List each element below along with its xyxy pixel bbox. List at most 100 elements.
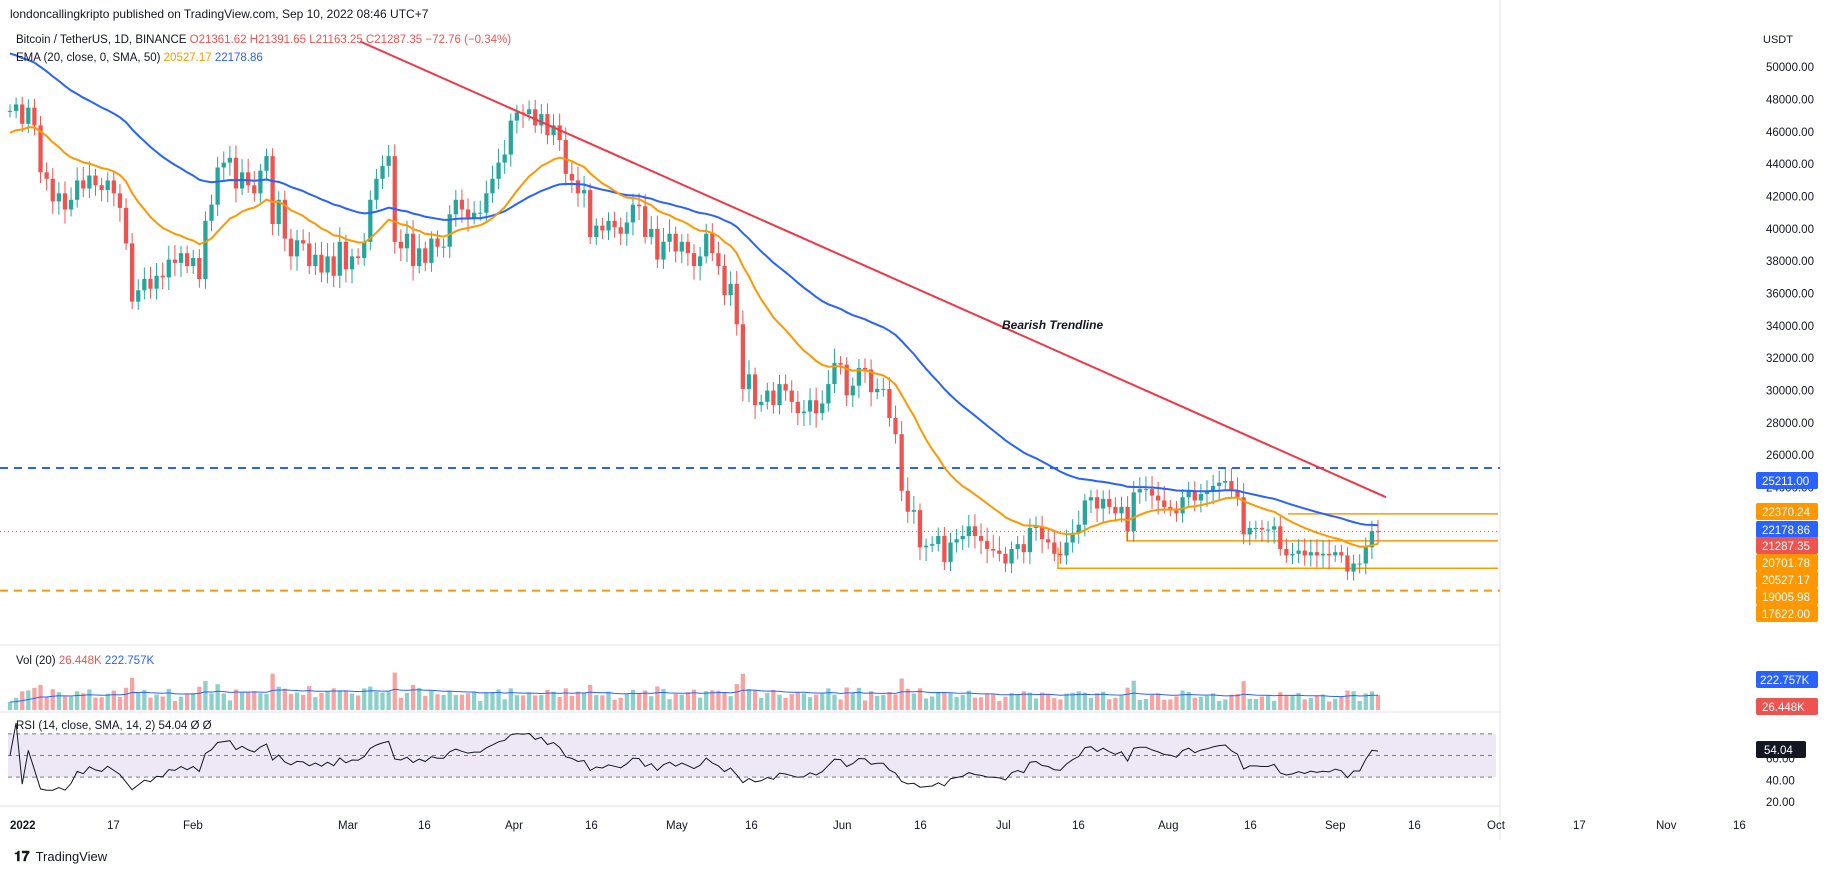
volume-bar	[526, 692, 532, 710]
ema-label[interactable]: EMA (20, close, 0, SMA, 50)	[16, 52, 161, 64]
candle-body	[380, 165, 385, 179]
candle-body	[826, 384, 831, 404]
rsi-label-box	[1756, 741, 1806, 758]
candle-body	[893, 418, 898, 435]
candle-body	[630, 204, 636, 223]
volume-bar	[1302, 699, 1307, 710]
candle-body	[166, 259, 171, 278]
price-label-text: 17622.00	[1762, 609, 1810, 621]
volume-bar	[1351, 691, 1356, 710]
volume-bar	[807, 697, 813, 710]
volume-bar	[746, 689, 752, 710]
candle-body	[881, 388, 886, 390]
volume-bar	[624, 694, 629, 710]
rsi-tick-label: 40.00	[1766, 775, 1795, 787]
candle-body	[148, 279, 153, 289]
volume-bar	[1125, 687, 1130, 710]
volume-bar	[630, 689, 636, 710]
candle-body	[765, 390, 770, 402]
volume-bar	[923, 698, 929, 710]
candle-body	[435, 238, 440, 247]
volume-bar	[1131, 680, 1136, 710]
candle-body	[508, 120, 513, 155]
volume-bar	[154, 694, 159, 710]
volume-bar	[111, 690, 116, 710]
candle-body	[1058, 553, 1063, 556]
trendline	[359, 40, 1387, 499]
candle-body	[355, 256, 361, 258]
volume-bar	[856, 687, 862, 710]
candle-body	[1210, 485, 1216, 491]
candle-body	[722, 266, 727, 296]
rsi-label[interactable]: RSI (14, close, SMA, 14, 2)	[16, 720, 156, 732]
candle-body	[1375, 531, 1381, 533]
volume-bar	[239, 692, 245, 710]
y-tick-label: 38000.00	[1766, 256, 1814, 268]
x-tick-label: 17	[1573, 820, 1586, 832]
candle-body	[563, 139, 568, 174]
volume-bar	[1186, 691, 1191, 710]
volume-bar	[325, 691, 330, 710]
volume-bar	[62, 696, 68, 710]
y-tick-label: 26000.00	[1766, 450, 1814, 462]
price-label-text: 20701.78	[1762, 558, 1810, 570]
candle-body	[978, 536, 984, 541]
x-tick-label: Jun	[833, 820, 852, 832]
candle-body	[643, 206, 648, 237]
volume-bar	[569, 695, 574, 710]
candle-body	[679, 241, 684, 252]
candle-body	[862, 367, 868, 370]
candle-body	[392, 156, 397, 242]
candle-body	[850, 385, 855, 396]
volume-bar	[178, 696, 184, 710]
volume-bar	[386, 691, 391, 710]
candle-body	[429, 238, 434, 263]
symbol-name[interactable]: Bitcoin / TetherUS, 1D, BINANCE	[16, 34, 187, 46]
volume-bar	[899, 678, 904, 710]
y-tick-label: 44000.00	[1766, 159, 1814, 171]
volume-bar	[478, 701, 483, 710]
candle-body	[1223, 481, 1228, 483]
candle-body	[814, 400, 819, 414]
candle-body	[1180, 497, 1185, 514]
candle-body	[801, 411, 807, 414]
volume-bar	[93, 697, 98, 710]
candle-body	[1009, 548, 1014, 564]
volume-bar	[68, 696, 74, 710]
tradingview-footer[interactable]: 𝟏𝟕 TradingView	[14, 848, 107, 865]
candle-body	[191, 257, 196, 267]
volume-bar	[44, 696, 49, 710]
candle-body	[374, 178, 379, 200]
candle-body	[917, 510, 923, 548]
candle-body	[923, 545, 929, 548]
volume-bar	[691, 689, 697, 710]
candle-body	[899, 434, 904, 491]
candle-body	[618, 227, 623, 234]
candle-body	[81, 180, 86, 189]
volume-bar	[960, 694, 965, 710]
volume-bar	[75, 691, 80, 710]
candle-body	[1070, 532, 1075, 543]
volume-bar	[221, 693, 226, 710]
volume-bar	[301, 694, 306, 710]
candle-body	[209, 204, 214, 221]
candle-body	[398, 241, 403, 249]
x-tick-label: Mar	[338, 820, 358, 832]
rsi-line-path	[9, 722, 1379, 791]
volume-bar	[771, 690, 776, 710]
x-tick-label: 16	[914, 820, 927, 832]
volume-bar	[1265, 695, 1271, 710]
candle-body	[997, 550, 1002, 554]
volume-bar	[472, 692, 477, 710]
footer-brand: TradingView	[35, 849, 108, 864]
volume-bar	[1168, 699, 1173, 710]
volume-label[interactable]: Vol (20)	[16, 655, 56, 667]
volume-bar	[1137, 699, 1142, 710]
volume-bar	[1113, 697, 1118, 710]
volume-bar	[1156, 693, 1161, 710]
candle-body	[991, 548, 996, 551]
candle-body	[423, 248, 428, 263]
candle-body	[313, 254, 318, 267]
volume-bar	[1027, 692, 1033, 710]
